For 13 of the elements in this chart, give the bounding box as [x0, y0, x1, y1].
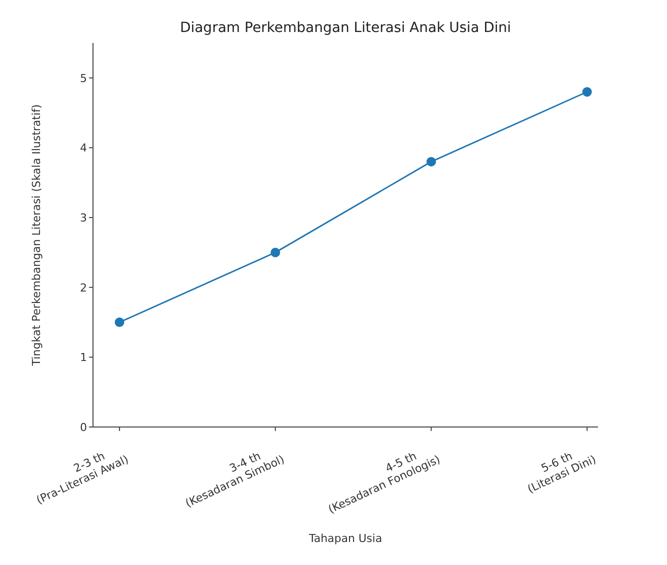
y-tick-label: 0 [80, 420, 87, 434]
point [582, 87, 592, 97]
y-axis-title: Tingkat Perkembangan Literasi (Skala Ilustratif) [30, 104, 43, 367]
y-tick-label: 4 [80, 142, 87, 155]
point [114, 318, 124, 328]
y-tick-label: 2 [80, 281, 87, 294]
y-tick-label: 3 [80, 211, 87, 224]
x-axis-title: Tahapan Usia [308, 532, 384, 545]
chart-title: Diagram Perkembangan Literasi Anak Usia Dini [178, 20, 512, 36]
y-tick-label: 5 [80, 72, 87, 85]
point [426, 156, 436, 166]
y-tick-label: 1 [80, 351, 87, 364]
point [270, 248, 280, 258]
